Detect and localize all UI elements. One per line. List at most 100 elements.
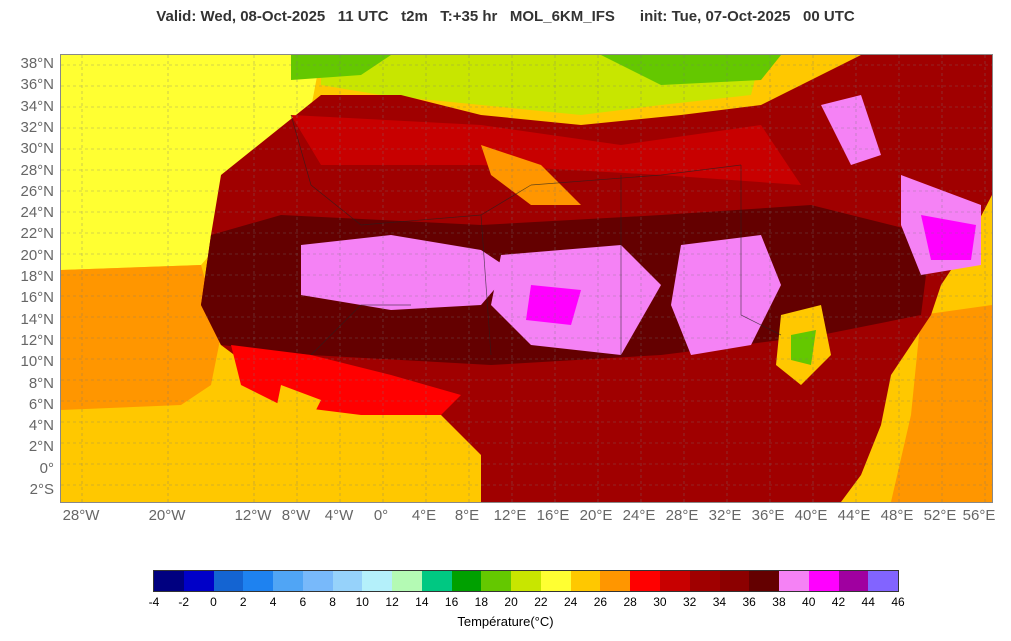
longitude-label: 28°E [665, 507, 699, 524]
legend-swatch [689, 571, 720, 591]
legend-tick: 18 [474, 595, 489, 609]
latitude-label: 12°N [20, 331, 54, 349]
longitude-label: 48°E [880, 507, 914, 524]
legend-swatch [868, 571, 899, 591]
eastern-med [601, 55, 781, 85]
legend-tick: 4 [269, 595, 277, 609]
legend-tick: 26 [593, 595, 608, 609]
highland-green [791, 330, 816, 365]
latitude-label: 20°N [20, 246, 54, 264]
hot-core-arabia [921, 215, 976, 260]
latitude-label: 8°N [28, 374, 54, 392]
longitude-label: 4°E [411, 507, 437, 524]
legend-swatch [421, 571, 452, 591]
latitude-label: 16°N [20, 289, 54, 307]
legend-swatch [451, 571, 482, 591]
legend-swatch [332, 571, 363, 591]
legend-tick: 44 [861, 595, 875, 609]
legend-tick: 36 [742, 595, 756, 609]
longitude-label: 16°E [536, 507, 570, 524]
longitude-label: 12°E [493, 507, 527, 524]
latitude-label: 4°N [28, 417, 54, 435]
longitude-label: 24°E [622, 507, 656, 524]
legend-swatch [838, 571, 869, 591]
latitude-label: 26°N [20, 182, 54, 200]
legend-tick: 8 [329, 595, 336, 609]
longitude-label: 36°E [751, 507, 785, 524]
coast-patch [276, 385, 321, 420]
latitude-label: 14°N [20, 310, 54, 328]
legend-swatch [273, 571, 303, 591]
latitude-label: 24°N [20, 204, 54, 222]
latitude-label: 30°N [20, 140, 54, 158]
legend-tick: 32 [682, 595, 697, 609]
legend-swatch [511, 571, 541, 591]
legend-tick: 12 [385, 595, 399, 609]
longitude-label: 52°E [923, 507, 957, 524]
longitude-label: 20°W [148, 507, 186, 524]
legend-swatch [630, 571, 661, 591]
legend-tick: 20 [504, 595, 518, 609]
legend-tick: 6 [299, 595, 307, 609]
iberia [291, 55, 391, 80]
legend-tick: 40 [802, 595, 816, 609]
latitude-label: 0° [39, 459, 54, 477]
longitude-label: 8°W [281, 507, 311, 524]
legend-swatch [243, 571, 274, 591]
legend-swatch [154, 571, 184, 591]
temperature-map [60, 54, 993, 503]
legend-tick: 2 [239, 595, 247, 609]
map-title: Valid: Wed, 08-Oct-2025 11 UTC t2m T:+35… [156, 8, 855, 25]
latitude-label: 32°N [20, 118, 54, 136]
hot-zone-iraq [821, 95, 881, 165]
latitude-label: 34°N [20, 97, 54, 115]
latitude-label: 2°S [29, 481, 54, 498]
gulf-of-guinea [61, 410, 481, 502]
longitude-label: 32°E [708, 507, 742, 524]
latitude-label: 18°N [20, 268, 54, 285]
latitude-label: 22°N [20, 225, 54, 243]
legend-swatch [808, 571, 839, 591]
legend-swatch [183, 571, 214, 591]
latitude-label: 38°N [20, 55, 54, 72]
legend-tick: -2 [178, 595, 190, 609]
legend-tick: 16 [444, 595, 459, 609]
legend-swatch [719, 571, 750, 591]
legend-tick: 24 [563, 595, 578, 609]
graticule [61, 55, 992, 502]
hot-core-central [526, 285, 581, 325]
latitude-label: 6°N [28, 395, 54, 413]
legend-tick: 22 [534, 595, 548, 609]
legend-swatch [570, 571, 601, 591]
hot-zone-sudan [671, 235, 781, 355]
atlantic-north [61, 55, 321, 270]
longitude-label: 28°W [62, 507, 100, 524]
indian-ocean [891, 305, 992, 502]
legend-swatch [749, 571, 780, 591]
atlantic-tropical [61, 265, 221, 410]
latitude-label: 28°N [20, 161, 54, 179]
longitude-label: 4°W [324, 507, 354, 524]
map-canvas [61, 55, 992, 502]
tunisia-atlas [481, 145, 581, 205]
longitude-label: 56°E [962, 507, 996, 524]
legend-label: Température(°C) [457, 614, 554, 629]
legend-tick: 14 [415, 595, 429, 609]
legend-tick: 46 [891, 595, 905, 609]
legend-tick: 30 [653, 595, 667, 609]
legend-swatch [481, 571, 512, 591]
longitude-label: 44°E [837, 507, 871, 524]
legend-swatch [302, 571, 333, 591]
legend-swatch [660, 571, 690, 591]
legend-colorbar [153, 570, 899, 592]
legend-tick: 28 [623, 595, 637, 609]
country-borders [290, 114, 782, 356]
legend-swatch [600, 571, 631, 591]
legend-swatch [213, 571, 244, 591]
legend-swatch [362, 571, 393, 591]
longitude-label: 0° [373, 507, 389, 524]
legend-tick: 0 [210, 595, 217, 609]
legend-tick: 34 [712, 595, 727, 609]
latitude-label: 10°N [20, 353, 54, 371]
legend-swatch [392, 571, 422, 591]
